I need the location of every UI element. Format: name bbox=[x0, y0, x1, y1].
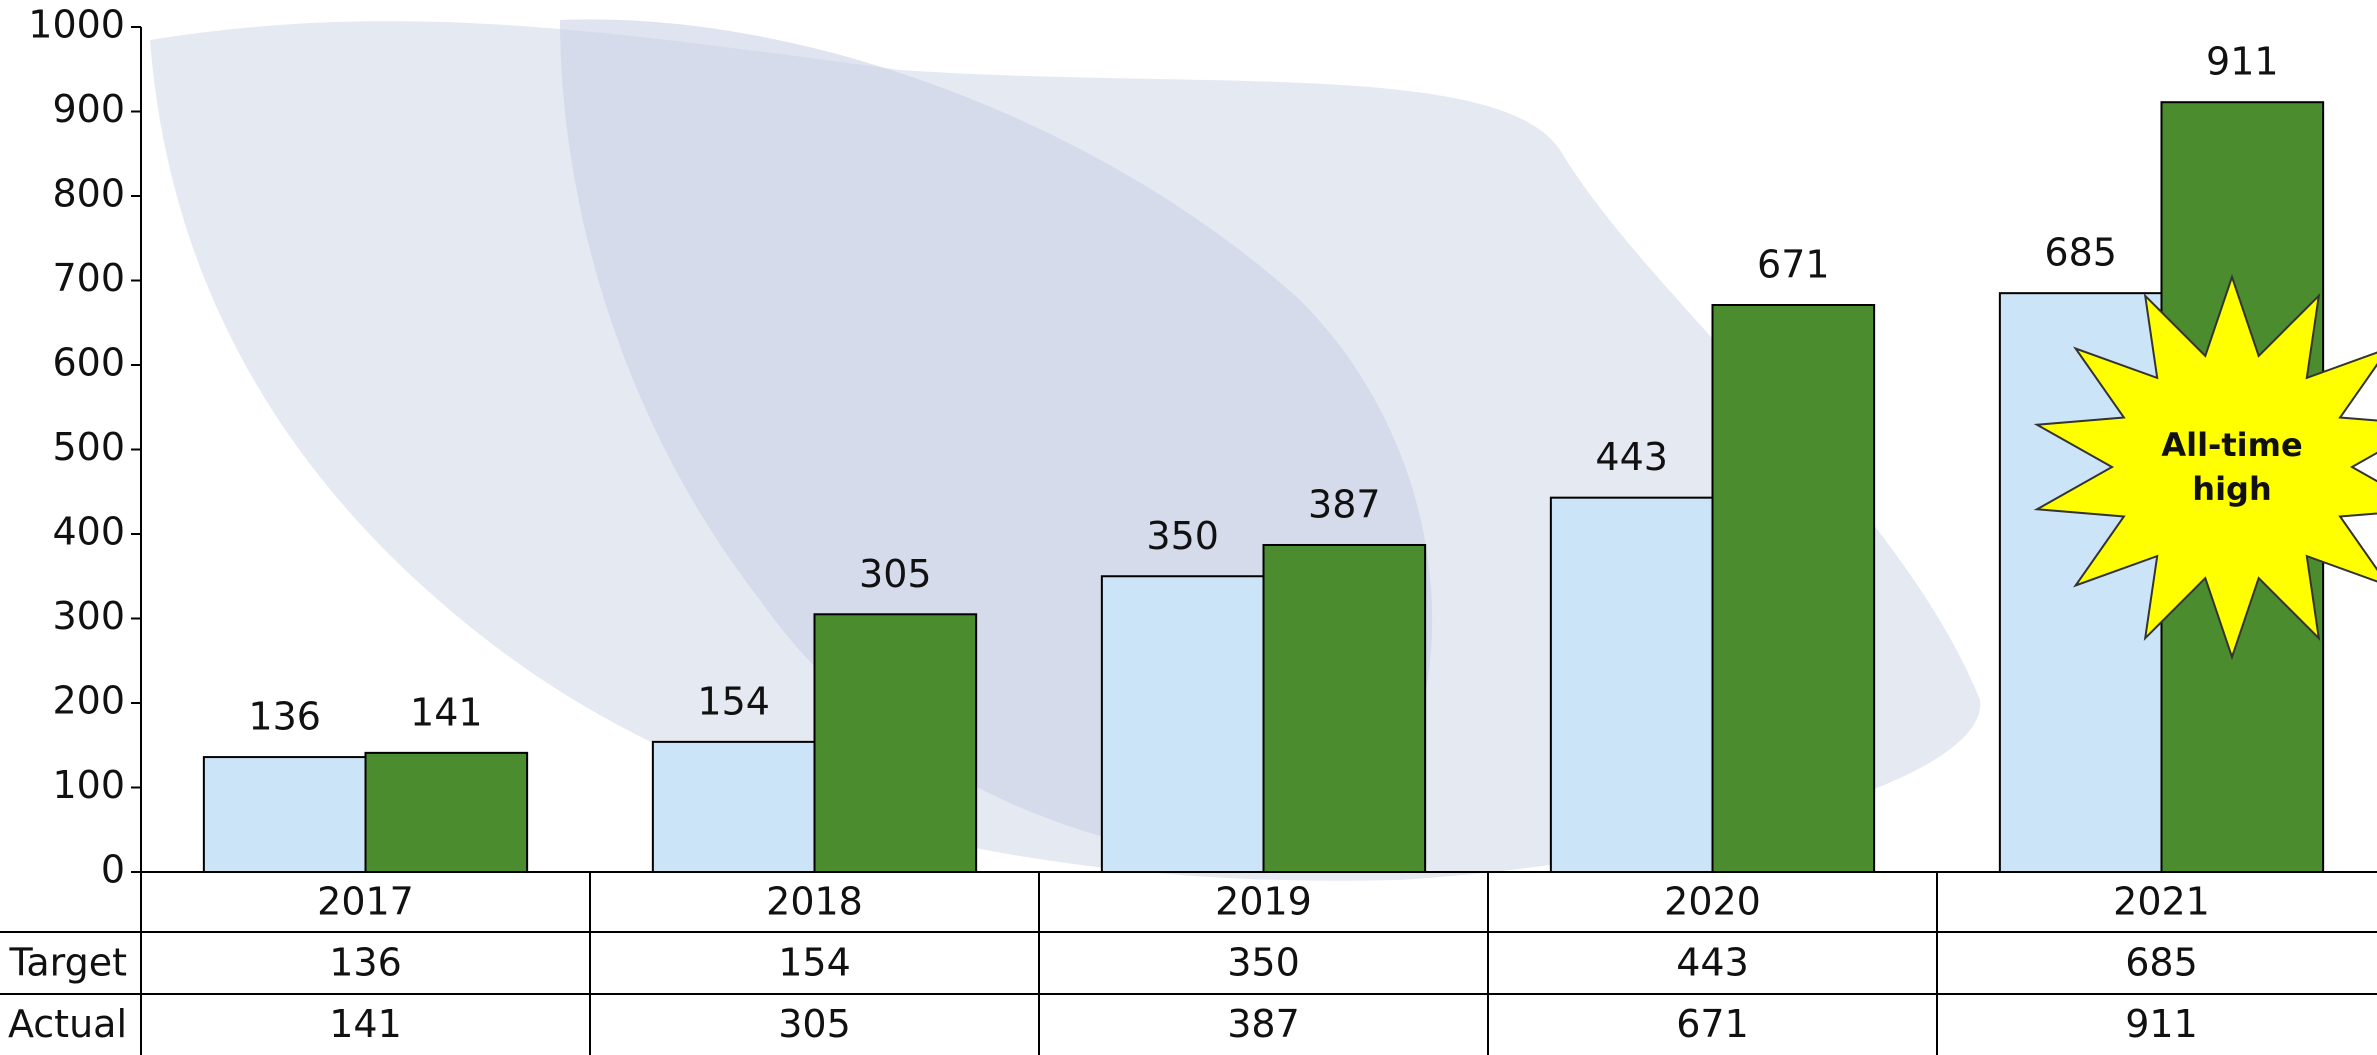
data-label: 350 bbox=[1146, 514, 1219, 558]
y-tick-label: 0 bbox=[101, 848, 125, 892]
data-label: 136 bbox=[248, 695, 321, 739]
annotation-box: All-time high bbox=[2161, 426, 2303, 508]
table-cell: 671 bbox=[1676, 1002, 1749, 1046]
y-tick-label: 1000 bbox=[28, 3, 125, 47]
table-cell: 443 bbox=[1676, 941, 1749, 985]
annotation: All-time high bbox=[2161, 426, 2303, 508]
data-label: 387 bbox=[1308, 482, 1381, 526]
data-label: 305 bbox=[859, 552, 932, 596]
table-cell: 387 bbox=[1227, 1002, 1300, 1046]
table-cell: 154 bbox=[778, 941, 851, 985]
y-tick-label: 200 bbox=[52, 679, 125, 723]
data-label: 141 bbox=[410, 690, 483, 734]
data-label: 671 bbox=[1757, 243, 1830, 287]
data-label: 911 bbox=[2206, 40, 2279, 84]
bar bbox=[1100, 575, 1265, 873]
x-tick-label: 2021 bbox=[2113, 880, 2210, 924]
table-row-label: Target bbox=[8, 941, 127, 985]
data-label: 685 bbox=[2044, 231, 2117, 275]
y-tick-label: 700 bbox=[52, 256, 125, 300]
bar bbox=[202, 756, 367, 874]
table-cell: 141 bbox=[329, 1002, 402, 1046]
data-label: 443 bbox=[1595, 435, 1668, 479]
table-cell: 305 bbox=[778, 1002, 851, 1046]
x-tick-label: 2020 bbox=[1664, 880, 1761, 924]
x-tick-label: 2018 bbox=[766, 880, 863, 924]
y-tick-label: 100 bbox=[52, 763, 125, 807]
x-tick-label: 2017 bbox=[317, 880, 414, 924]
y-tick-label: 800 bbox=[52, 172, 125, 216]
data-label: 154 bbox=[697, 679, 770, 723]
table-row-label: Actual bbox=[8, 1002, 127, 1046]
table-cell: 911 bbox=[2125, 1002, 2198, 1046]
table-cell: 685 bbox=[2125, 941, 2198, 985]
y-tick-label: 400 bbox=[52, 510, 125, 554]
starburst bbox=[2033, 273, 2377, 661]
bar bbox=[1711, 304, 1876, 873]
bar bbox=[651, 740, 816, 873]
y-tick-label: 300 bbox=[52, 594, 125, 638]
y-tick-label: 900 bbox=[52, 87, 125, 131]
bar bbox=[1262, 543, 1427, 873]
y-tick-label: 600 bbox=[52, 341, 125, 385]
table-cell: 136 bbox=[329, 941, 402, 985]
bar bbox=[1549, 496, 1714, 873]
table-cell: 350 bbox=[1227, 941, 1300, 985]
bar bbox=[813, 613, 978, 874]
y-tick-label: 500 bbox=[52, 425, 125, 469]
x-tick-label: 2019 bbox=[1215, 880, 1312, 924]
bar bbox=[364, 751, 529, 873]
